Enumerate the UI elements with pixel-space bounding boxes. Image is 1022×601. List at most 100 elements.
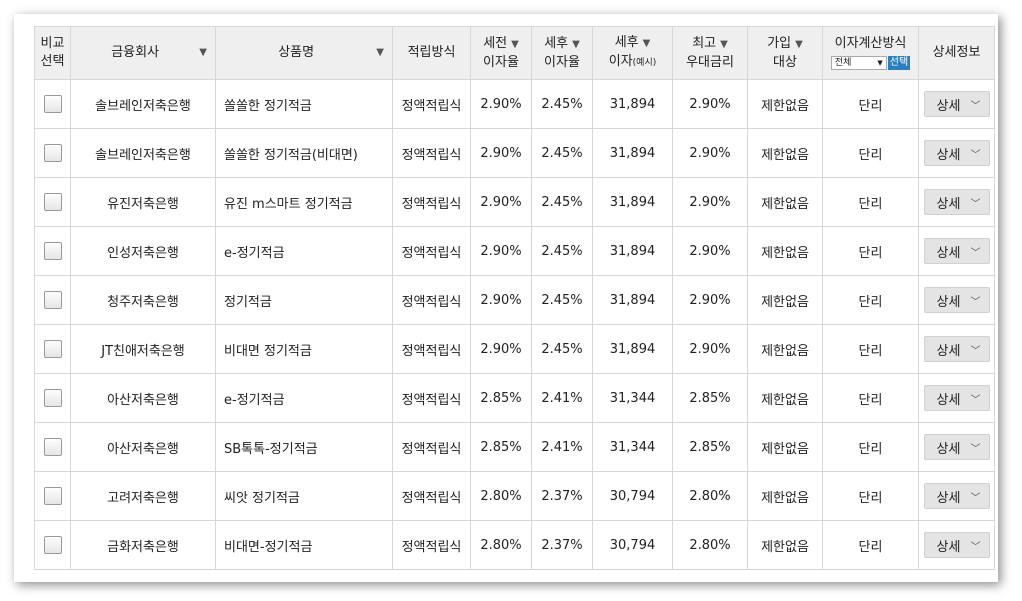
join-target-cell: 제한없음 bbox=[747, 226, 823, 276]
calc-method-cell: 단리 bbox=[822, 79, 919, 129]
pretax-rate-cell: 2.85% bbox=[470, 373, 532, 423]
header-pretax-rate[interactable]: 세전 ▼ 이자율 bbox=[470, 26, 532, 80]
details-cell: 상세 ﹀ bbox=[918, 422, 995, 472]
detail-button[interactable]: 상세 ﹀ bbox=[923, 483, 990, 509]
posttax-rate-cell: 2.45% bbox=[531, 324, 593, 374]
max-rate-cell: 2.90% bbox=[672, 128, 748, 178]
method-cell: 정액적립식 bbox=[392, 79, 471, 129]
product-cell: e-정기적금 bbox=[215, 226, 393, 276]
detail-button[interactable]: 상세 ﹀ bbox=[923, 385, 990, 411]
method-cell: 정액적립식 bbox=[392, 177, 471, 227]
calc-method-cell: 단리 bbox=[822, 226, 919, 276]
posttax-interest-cell: 31,344 bbox=[592, 373, 673, 423]
method-cell: 정액적립식 bbox=[392, 324, 471, 374]
details-cell: 상세 ﹀ bbox=[918, 324, 995, 374]
detail-button[interactable]: 상세 ﹀ bbox=[923, 532, 990, 558]
chevron-down-icon: ﹀ bbox=[970, 296, 981, 308]
triangle-down-icon: ▼ bbox=[877, 59, 883, 67]
header-max-rate[interactable]: 최고 ▼ 우대금리 bbox=[672, 26, 748, 80]
method-cell: 정액적립식 bbox=[392, 226, 471, 276]
company-cell: 솔브레인저축은행 bbox=[70, 79, 216, 129]
method-cell: 정액적립식 bbox=[392, 128, 471, 178]
join-target-cell: 제한없음 bbox=[747, 471, 823, 521]
detail-button[interactable]: 상세 ﹀ bbox=[923, 91, 990, 117]
detail-button[interactable]: 상세 ﹀ bbox=[923, 336, 990, 362]
table-row: 솔브레인저축은행 쏠쏠한 정기적금(비대면) 정액적립식 2.90% 2.45%… bbox=[34, 128, 995, 178]
compare-checkbox[interactable] bbox=[43, 389, 62, 407]
compare-cell bbox=[34, 177, 71, 227]
pretax-rate-cell: 2.90% bbox=[470, 324, 532, 374]
product-cell: 씨앗 정기적금 bbox=[215, 471, 393, 521]
join-target-cell: 제한없음 bbox=[747, 128, 823, 178]
compare-checkbox[interactable] bbox=[43, 487, 62, 505]
compare-checkbox[interactable] bbox=[43, 95, 62, 113]
details-cell: 상세 ﹀ bbox=[918, 471, 995, 521]
sort-arrow-icon[interactable]: ▼ bbox=[511, 38, 519, 50]
detail-button[interactable]: 상세 ﹀ bbox=[923, 238, 990, 264]
compare-checkbox[interactable] bbox=[43, 291, 62, 309]
company-cell: 청주저축은행 bbox=[70, 275, 216, 325]
detail-button[interactable]: 상세 ﹀ bbox=[923, 189, 990, 215]
chevron-down-icon: ﹀ bbox=[970, 247, 981, 259]
table-row: 인성저축은행 e-정기적금 정액적립식 2.90% 2.45% 31,894 2… bbox=[34, 226, 995, 276]
sort-arrow-icon[interactable]: ▼ bbox=[376, 47, 384, 58]
method-cell: 정액적립식 bbox=[392, 275, 471, 325]
table-header-row: 비교 선택 금융회사 ▼ 상품명 ▼ 적립방식 세전 ▼ 이자율 세후 ▼ 이자율 세후 ▼ 이자… bbox=[34, 26, 995, 80]
compare-checkbox[interactable] bbox=[43, 438, 62, 456]
calc-method-cell: 단리 bbox=[822, 128, 919, 178]
calc-method-cell: 단리 bbox=[822, 177, 919, 227]
compare-checkbox[interactable] bbox=[43, 536, 62, 554]
table-row: 유진저축은행 유진 m스마트 정기적금 정액적립식 2.90% 2.45% 31… bbox=[34, 177, 995, 227]
table-row: 아산저축은행 SB톡톡-정기적금 정액적립식 2.85% 2.41% 31,34… bbox=[34, 422, 995, 472]
company-cell: 아산저축은행 bbox=[70, 373, 216, 423]
join-target-cell: 제한없음 bbox=[747, 324, 823, 374]
sort-arrow-icon[interactable]: ▼ bbox=[199, 47, 207, 58]
header-posttax-interest[interactable]: 세후 ▼ 이자(예시) bbox=[592, 26, 673, 80]
table-row: 금화저축은행 비대면-정기적금 정액적립식 2.80% 2.37% 30,794… bbox=[34, 520, 995, 570]
posttax-rate-cell: 2.45% bbox=[531, 226, 593, 276]
product-cell: 유진 m스마트 정기적금 bbox=[215, 177, 393, 227]
compare-checkbox[interactable] bbox=[43, 340, 62, 358]
calc-method-apply-button[interactable]: 선택 bbox=[887, 56, 911, 70]
details-cell: 상세 ﹀ bbox=[918, 520, 995, 570]
sort-arrow-icon[interactable]: ▼ bbox=[642, 38, 651, 49]
max-rate-cell: 2.85% bbox=[672, 373, 748, 423]
posttax-interest-cell: 31,894 bbox=[592, 177, 673, 227]
sort-arrow-icon[interactable]: ▼ bbox=[795, 38, 803, 50]
details-cell: 상세 ﹀ bbox=[918, 373, 995, 423]
max-rate-cell: 2.90% bbox=[672, 324, 748, 374]
detail-button[interactable]: 상세 ﹀ bbox=[923, 434, 990, 460]
sort-arrow-icon[interactable]: ▼ bbox=[720, 38, 728, 50]
posttax-interest-cell: 31,894 bbox=[592, 324, 673, 374]
header-product[interactable]: 상품명 ▼ bbox=[215, 26, 393, 80]
calc-method-select[interactable]: 전체 ▼ bbox=[830, 56, 887, 70]
posttax-rate-cell: 2.45% bbox=[531, 275, 593, 325]
compare-cell bbox=[34, 226, 71, 276]
header-posttax-rate[interactable]: 세후 ▼ 이자율 bbox=[531, 26, 593, 80]
compare-checkbox[interactable] bbox=[43, 193, 62, 211]
max-rate-cell: 2.90% bbox=[672, 226, 748, 276]
compare-cell bbox=[34, 275, 71, 325]
product-cell: 비대면-정기적금 bbox=[215, 520, 393, 570]
header-join-target[interactable]: 가입 ▼ 대상 bbox=[747, 26, 823, 80]
detail-button[interactable]: 상세 ﹀ bbox=[923, 140, 990, 166]
posttax-interest-cell: 30,794 bbox=[592, 520, 673, 570]
product-cell: 정기적금 bbox=[215, 275, 393, 325]
compare-cell bbox=[34, 373, 71, 423]
max-rate-cell: 2.85% bbox=[672, 422, 748, 472]
posttax-rate-cell: 2.45% bbox=[531, 79, 593, 129]
pretax-rate-cell: 2.90% bbox=[470, 177, 532, 227]
company-cell: 인성저축은행 bbox=[70, 226, 216, 276]
calc-method-cell: 단리 bbox=[822, 275, 919, 325]
method-cell: 정액적립식 bbox=[392, 520, 471, 570]
chevron-down-icon: ﹀ bbox=[970, 345, 981, 357]
header-company[interactable]: 금융회사 ▼ bbox=[70, 26, 216, 80]
sort-arrow-icon[interactable]: ▼ bbox=[572, 38, 580, 50]
chevron-down-icon: ﹀ bbox=[970, 492, 981, 504]
compare-checkbox[interactable] bbox=[43, 242, 62, 260]
detail-button[interactable]: 상세 ﹀ bbox=[923, 287, 990, 313]
compare-checkbox[interactable] bbox=[43, 144, 62, 162]
details-cell: 상세 ﹀ bbox=[918, 275, 995, 325]
join-target-cell: 제한없음 bbox=[747, 177, 823, 227]
table-row: 청주저축은행 정기적금 정액적립식 2.90% 2.45% 31,894 2.9… bbox=[34, 275, 995, 325]
